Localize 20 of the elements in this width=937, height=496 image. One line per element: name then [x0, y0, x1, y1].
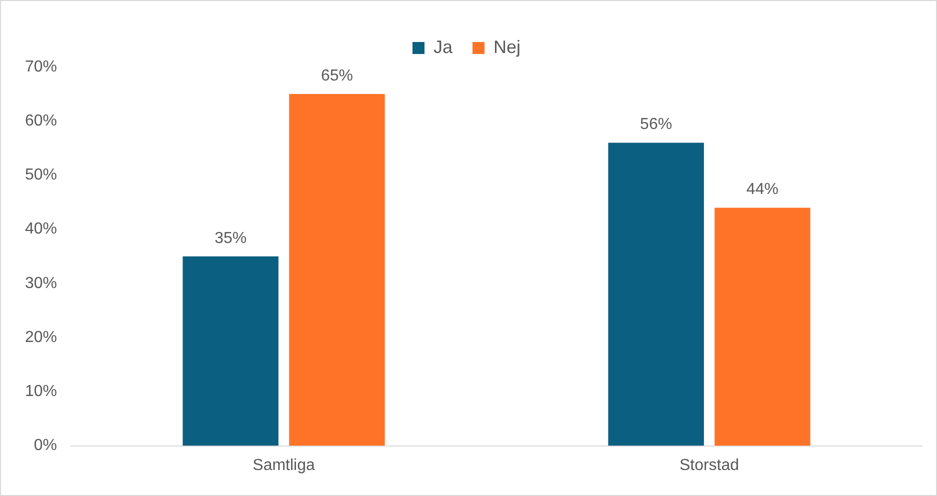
y-tick-label: 50%	[24, 166, 58, 184]
bar	[289, 94, 385, 446]
y-tick-label: 60%	[24, 112, 58, 130]
y-tick-label: 30%	[24, 274, 58, 292]
legend-label: Nej	[494, 36, 521, 57]
y-tick-label: 20%	[24, 328, 58, 346]
bar	[182, 256, 278, 446]
x-tick-label: Storstad	[679, 456, 740, 474]
x-tick-label: Samtliga	[252, 456, 315, 474]
data-label: 56%	[640, 116, 672, 134]
y-tick-label: 40%	[24, 220, 58, 238]
bar	[714, 208, 810, 446]
y-tick-label: 70%	[24, 58, 58, 76]
data-label: 44%	[746, 181, 778, 198]
data-label: 65%	[320, 67, 353, 84]
data-label: 35%	[214, 230, 247, 247]
legend-label: Ja	[433, 36, 454, 57]
y-tick-label: 10%	[24, 383, 58, 400]
bar	[608, 142, 704, 446]
y-tick-label: 0%	[34, 437, 58, 454]
